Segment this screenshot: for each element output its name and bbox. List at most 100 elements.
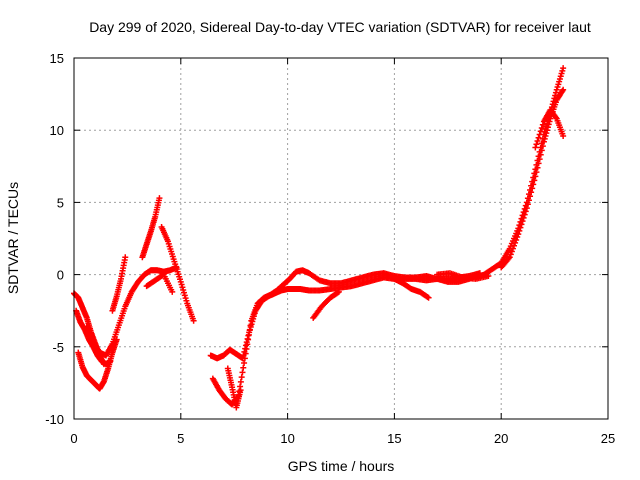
data-point — [560, 132, 567, 139]
data-point — [509, 245, 516, 252]
data-point — [540, 138, 547, 145]
data-point — [536, 131, 543, 138]
data-point — [536, 156, 543, 163]
data-point — [425, 294, 432, 301]
data-point — [538, 125, 545, 132]
data-point — [537, 151, 544, 158]
data-point — [238, 374, 245, 381]
data-point — [518, 221, 525, 228]
data-point — [335, 288, 342, 295]
data-point — [534, 164, 541, 171]
series-arc-12 — [310, 288, 342, 321]
x-tick-label: 25 — [601, 431, 615, 446]
data-point — [515, 231, 522, 238]
data-point — [506, 254, 513, 261]
data-point — [241, 355, 248, 362]
data-point — [545, 121, 552, 128]
data-point — [246, 327, 253, 334]
data-point — [512, 239, 519, 246]
series-arc-11 — [224, 365, 244, 411]
data-point — [539, 143, 546, 150]
x-tick-label: 10 — [280, 431, 294, 446]
data-point — [534, 138, 541, 145]
x-tick-label: 5 — [177, 431, 184, 446]
data-point — [122, 254, 129, 261]
series-arc-6 — [139, 195, 163, 261]
data-point — [533, 169, 540, 176]
x-tick-label: 15 — [387, 431, 401, 446]
data-point — [524, 201, 531, 208]
series-arc-13 — [391, 275, 432, 301]
data-point — [511, 242, 518, 249]
data-point — [543, 130, 550, 137]
data-point — [531, 177, 538, 184]
series-arc-5 — [109, 254, 129, 314]
data-point — [244, 341, 251, 348]
data-point — [245, 331, 252, 338]
series-arc-15 — [472, 65, 567, 281]
data-point — [242, 350, 249, 357]
y-axis-label: SDTVAR / TECUs — [5, 182, 21, 294]
y-tick-label: 10 — [50, 123, 64, 138]
data-point — [560, 65, 567, 72]
data-point — [542, 132, 549, 139]
axis-ticks: 0 5 10 15 20 25 -10 -5 0 5 10 15 — [45, 51, 615, 446]
series-arc-17 — [532, 106, 567, 151]
data-point — [544, 124, 551, 131]
data-point — [535, 134, 542, 141]
data-point — [190, 317, 197, 324]
data-point — [245, 336, 252, 343]
data-point — [237, 387, 244, 394]
data-point — [533, 141, 540, 148]
data-point — [523, 205, 530, 212]
data-point — [528, 189, 535, 196]
data-point — [525, 197, 532, 204]
x-tick-label: 20 — [494, 431, 508, 446]
data-point — [522, 208, 529, 215]
data-point — [508, 248, 515, 255]
data-point — [527, 193, 534, 200]
data-point — [169, 288, 176, 295]
data-point — [544, 127, 551, 134]
grid — [74, 58, 608, 419]
data-point — [535, 160, 542, 167]
data-point — [539, 121, 546, 128]
data-point — [239, 369, 246, 376]
data-point — [530, 181, 537, 188]
y-tick-label: 5 — [57, 195, 64, 210]
x-axis-label: GPS time / hours — [288, 458, 395, 474]
plot-frame — [73, 57, 609, 420]
y-tick-label: 15 — [50, 51, 64, 66]
data-point — [240, 364, 247, 371]
data-point — [529, 185, 536, 192]
series-arc-8 — [143, 271, 176, 295]
data-point — [532, 173, 539, 180]
chart-title: Day 299 of 2020, Sidereal Day-to-day VTE… — [89, 19, 591, 35]
data-point — [552, 114, 559, 121]
data-point — [514, 234, 521, 241]
data-point — [516, 227, 523, 234]
y-tick-label: -5 — [52, 340, 64, 355]
data-point — [521, 211, 528, 218]
data-point — [546, 118, 553, 125]
data-point — [532, 144, 539, 151]
data-point — [538, 147, 545, 154]
data-point — [537, 128, 544, 135]
data-point — [237, 378, 244, 385]
data-point — [541, 135, 548, 142]
data-point — [241, 360, 248, 367]
data-point — [520, 214, 527, 221]
data-point — [552, 89, 559, 96]
series-arc-16 — [498, 86, 567, 271]
y-tick-label: 0 — [57, 268, 64, 283]
data-point — [247, 322, 254, 329]
data-point — [507, 251, 514, 258]
y-tick-label: -10 — [45, 412, 64, 427]
data-point — [517, 224, 524, 231]
data-point — [156, 195, 163, 202]
data-point — [243, 345, 250, 352]
data-point — [513, 236, 520, 243]
series-arc-7 — [158, 223, 197, 324]
data-point — [560, 86, 567, 93]
